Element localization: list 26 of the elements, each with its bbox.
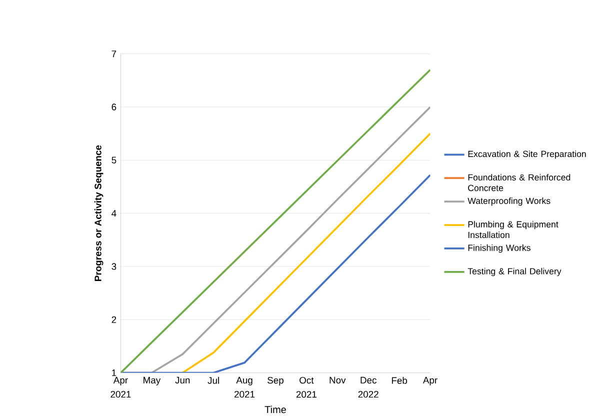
y-tick-label: 1 (112, 370, 116, 376)
x-tick-label: Aug 2021 (234, 376, 255, 398)
x-tick-label: Nov (330, 376, 346, 384)
y-tick-label: 3 (112, 263, 116, 270)
y-tick-label: 5 (112, 156, 116, 164)
y-tick-label: 4 (112, 210, 116, 217)
y-axis-title: Progress or Activity Sequence (94, 145, 104, 281)
x-tick-label: Apr (422, 376, 438, 386)
legend-label: Excavation & Site Preparation (468, 150, 586, 159)
y-tick-label: 2 (112, 316, 116, 323)
x-tick-label: Feb (392, 376, 408, 384)
x-tick-label: Jul (208, 376, 219, 384)
x-tick-label: Dec 2022 (358, 376, 378, 398)
y-tick-label: 6 (112, 104, 116, 110)
legend-label: Waterproofing Works (468, 197, 550, 206)
x-tick-label: Sep (268, 376, 284, 386)
x-tick-label: Oct 2021 (296, 376, 316, 398)
x-tick-label: Apr 2021 (110, 376, 131, 398)
x-axis-title: Time (264, 406, 286, 414)
legend-label: Plumbing & Equipment Installation (468, 220, 558, 238)
x-tick-label: May (144, 376, 161, 386)
legend-label: Finishing Works (468, 244, 530, 253)
x-tick-label: Jun (175, 376, 190, 384)
legend-label: Foundations & Reinforced Concrete (468, 174, 570, 192)
legend-label: Testing & Final Delivery (468, 268, 562, 276)
y-tick-label: 7 (112, 50, 116, 58)
